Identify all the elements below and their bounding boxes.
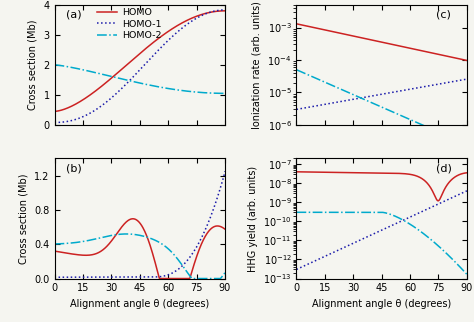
- Text: (a): (a): [66, 10, 82, 20]
- Y-axis label: HHG yield (arb. units): HHG yield (arb. units): [247, 166, 257, 271]
- Text: (b): (b): [66, 163, 82, 173]
- Text: (d): (d): [436, 163, 452, 173]
- Text: (c): (c): [436, 10, 451, 20]
- Legend: HOMO, HOMO-1, HOMO-2: HOMO, HOMO-1, HOMO-2: [97, 8, 162, 40]
- X-axis label: Alignment angle θ (degrees): Alignment angle θ (degrees): [312, 299, 451, 309]
- Y-axis label: Cross section (Mb): Cross section (Mb): [18, 173, 29, 264]
- X-axis label: Alignment angle θ (degrees): Alignment angle θ (degrees): [70, 299, 210, 309]
- Y-axis label: Ionization rate (arb. units): Ionization rate (arb. units): [252, 1, 262, 129]
- Y-axis label: Cross section (Mb): Cross section (Mb): [28, 20, 38, 110]
